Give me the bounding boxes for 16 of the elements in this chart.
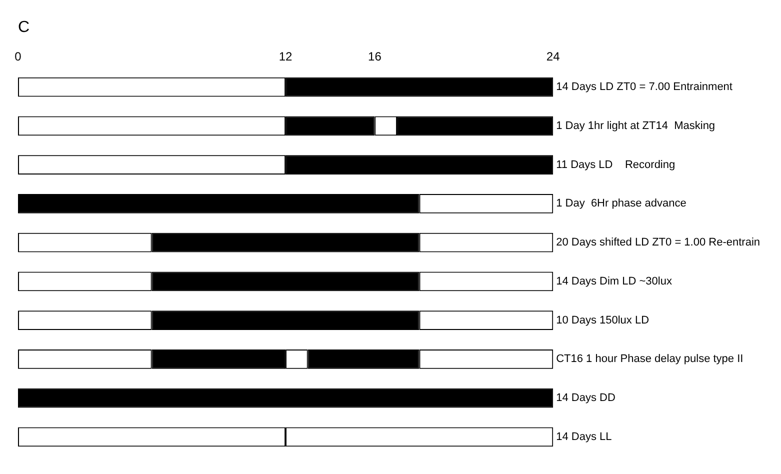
y-tick-label: 10 Days 150lux LD <box>556 314 650 326</box>
x-tick-label: 24 <box>546 50 560 64</box>
y-tick-label: 1 Day 1hr light at ZT14 Masking <box>556 120 716 132</box>
y-tick-label: CT16 1 hour Phase delay pulse type II <box>556 353 744 366</box>
chart-title: C <box>18 19 30 36</box>
y-tick-label: 1 Day 6Hr phase advance <box>556 198 686 210</box>
bar <box>18 388 554 408</box>
x-tick-label: 12 <box>278 50 293 64</box>
x-tick-label: 16 <box>368 50 382 64</box>
y-tick-label: 14 Days LD ZT0 = 7.00 Entrainment <box>556 81 732 94</box>
y-tick-label: 20 Days shifted LD ZT0 = 1.00 Re-entrain <box>556 236 760 249</box>
y-tick-label: 14 Days Dim LD ~30lux <box>556 275 672 288</box>
y-tick-label: 11 Days LD Recording <box>556 158 676 171</box>
x-tick-label: 0 <box>14 50 22 64</box>
y-tick-label: 14 Days LL <box>556 430 612 443</box>
y-tick-label: 14 Days DD <box>556 392 616 404</box>
